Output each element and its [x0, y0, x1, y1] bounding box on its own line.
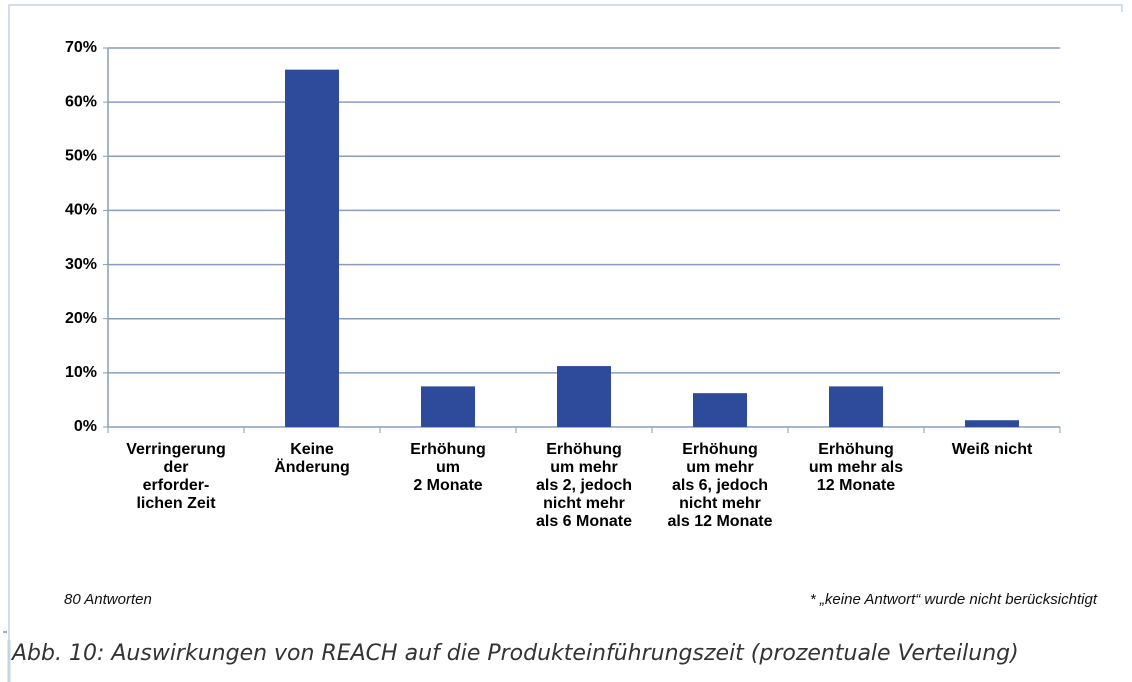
y-tick-label: 50%	[65, 148, 97, 165]
y-tick-label: 40%	[65, 202, 97, 219]
frame	[8, 4, 1123, 640]
bar	[285, 69, 339, 428]
bar	[693, 393, 747, 427]
bar	[557, 366, 611, 427]
y-tick-label: 0%	[74, 418, 97, 435]
note-left: 80 Antworten	[64, 591, 152, 608]
y-tick-label: 10%	[65, 364, 97, 381]
y-tick-label: 30%	[65, 256, 97, 273]
x-tick-label: Erhöhung um mehr als 12 Monate	[808, 441, 904, 494]
y-tick-label: 70%	[65, 39, 97, 56]
y-tick-label: 20%	[65, 310, 97, 327]
y-tick-label: 60%	[65, 93, 97, 110]
bar	[421, 386, 475, 427]
x-tick-label: Weiß nicht	[951, 441, 1033, 458]
bar	[965, 420, 1019, 427]
x-tick-label: Erhöhung um mehr als 2, jedoch nicht meh…	[535, 441, 633, 530]
x-tick-label: Erhöhung um mehr als 6, jedoch nicht meh…	[667, 441, 773, 530]
x-tick-label: Verringerung der erforder- lichen Zeit	[126, 441, 226, 512]
x-tick-label: Erhöhung um 2 Monate	[410, 441, 486, 494]
bar	[829, 386, 883, 427]
x-tick-label: Keine Änderung	[274, 441, 350, 476]
note-right: * „keine Antwort“ wurde nicht berücksich…	[809, 591, 1097, 608]
caption: Abb. 10: Auswirkungen von REACH auf die …	[12, 641, 1019, 666]
